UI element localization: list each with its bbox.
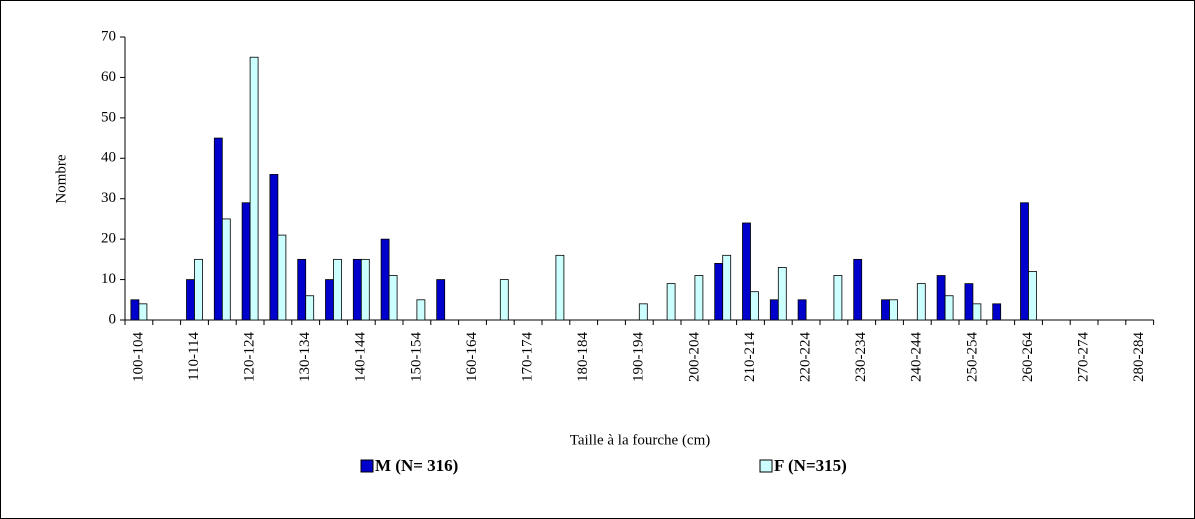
x-tick-label: 190-194 <box>631 332 647 382</box>
x-tick-label: 280-284 <box>1131 332 1147 382</box>
bar <box>936 275 946 321</box>
bar <box>297 258 307 321</box>
x-tick-label: 260-264 <box>1020 332 1036 382</box>
bar <box>777 267 787 321</box>
bar <box>138 303 148 321</box>
bar <box>833 275 843 321</box>
bar <box>750 291 759 321</box>
bar <box>694 275 704 321</box>
bar <box>555 254 565 321</box>
bar <box>916 283 926 321</box>
legend-swatch <box>360 459 374 473</box>
bar <box>380 238 390 321</box>
bar <box>277 234 287 321</box>
bar <box>269 174 279 321</box>
bar <box>213 137 223 321</box>
bar <box>666 283 676 321</box>
bar <box>853 258 863 321</box>
x-tick-label: 180-184 <box>575 332 591 382</box>
bar <box>325 279 334 321</box>
y-tick-label: 0 <box>109 311 117 327</box>
x-tick-label: 100-104 <box>130 332 146 382</box>
x-tick-label: 130-134 <box>297 332 313 382</box>
bar <box>1020 202 1029 321</box>
bar <box>714 262 724 321</box>
x-axis-title: Taille à la fourche (cm) <box>570 432 711 448</box>
x-tick-label: 250-254 <box>964 332 980 382</box>
bar <box>797 299 807 321</box>
y-tick-label: 60 <box>101 69 116 85</box>
bar <box>972 303 982 321</box>
x-tick-label: 210-214 <box>742 332 758 382</box>
bar <box>352 258 362 321</box>
y-tick-label: 10 <box>101 271 116 287</box>
bar <box>638 303 648 321</box>
x-tick-label: 160-164 <box>464 332 480 382</box>
bar <box>769 299 779 321</box>
x-tick-label: 110-114 <box>186 332 202 381</box>
bar <box>221 218 231 321</box>
bar <box>360 258 370 321</box>
bar <box>992 303 1002 321</box>
bar <box>964 283 974 321</box>
bar <box>305 295 315 321</box>
x-tick-label: 120-124 <box>242 332 258 382</box>
y-tick-label: 70 <box>101 28 116 44</box>
y-tick-label: 30 <box>101 190 116 206</box>
bar <box>249 56 259 321</box>
bar <box>436 279 446 321</box>
bar <box>499 279 509 321</box>
bar <box>333 258 342 321</box>
x-tick-label: 200-204 <box>686 332 702 382</box>
bar <box>944 295 954 321</box>
bar <box>889 299 898 321</box>
x-tick-label: 140-144 <box>353 332 369 382</box>
bar <box>130 299 140 321</box>
y-tick-label: 50 <box>101 109 116 125</box>
bar <box>742 222 751 321</box>
bar <box>722 254 732 321</box>
legend-swatch <box>759 459 773 473</box>
bar <box>1028 271 1037 321</box>
bar <box>881 299 890 321</box>
bar <box>194 258 203 321</box>
x-tick-label: 240-244 <box>909 332 925 382</box>
x-tick-label: 170-174 <box>520 332 536 382</box>
y-tick-label: 40 <box>101 150 116 166</box>
y-tick-label: 20 <box>101 231 116 247</box>
x-tick-label: 270-274 <box>1076 332 1092 382</box>
bar <box>186 279 195 321</box>
bar <box>416 299 426 321</box>
legend-label: F (N=315) <box>774 456 847 475</box>
y-axis-title: Nombre <box>53 154 69 203</box>
x-tick-label: 230-234 <box>853 332 869 382</box>
x-tick-label: 220-224 <box>798 332 814 382</box>
bar <box>241 202 251 321</box>
bar <box>388 275 398 321</box>
x-tick-label: 150-154 <box>408 332 424 382</box>
legend-label: M (N= 316) <box>375 456 458 475</box>
